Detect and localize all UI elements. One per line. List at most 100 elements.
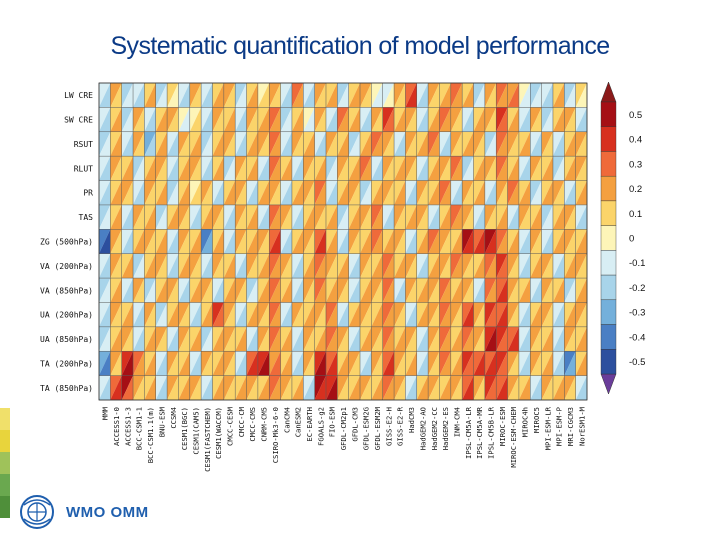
heatmap-cell-upper [360, 278, 372, 303]
heatmap-cell-upper [450, 375, 463, 400]
heatmap-cell-lower [99, 351, 111, 376]
heatmap-cell-upper [201, 156, 213, 181]
heatmap-cell-upper [325, 83, 338, 108]
heatmap-cell-upper [144, 375, 156, 400]
heatmap-cell-lower [382, 180, 395, 205]
heatmap-cell-upper [428, 302, 440, 327]
heatmap-cell-lower [439, 204, 451, 230]
heatmap-cell-upper [325, 253, 338, 279]
heatmap-cell-lower [178, 131, 190, 157]
colorbar-tick-label: 0.1 [629, 209, 642, 220]
heatmap-cell-upper [201, 204, 213, 230]
heatmap-cell-lower [167, 351, 179, 376]
heatmap-cell-upper [269, 302, 281, 327]
heatmap-cell-upper [564, 351, 576, 376]
heatmap-cell-upper [325, 156, 338, 181]
heatmap-cell-upper [212, 229, 224, 254]
heatmap-cell-upper [121, 278, 134, 303]
column-label: MIROC4h [521, 407, 530, 437]
heatmap-cell-lower [473, 131, 485, 157]
heatmap-cell-lower [530, 302, 542, 327]
column-label: CSIRO-Mk3-6-0 [271, 407, 280, 463]
heatmap-cell-upper [99, 204, 111, 230]
heatmap-cell-lower [246, 83, 258, 108]
heatmap-cell-upper [235, 278, 247, 303]
heatmap-cell-upper [269, 351, 281, 376]
heatmap-cell-upper [394, 253, 406, 279]
heatmap-cell-lower [235, 253, 247, 279]
heatmap-cell-upper [473, 156, 485, 181]
heatmap-cell-lower [291, 326, 304, 352]
heatmap-cell-upper [382, 375, 395, 400]
heatmap-cell-lower [314, 253, 326, 279]
heatmap-cell-lower [303, 83, 315, 108]
heatmap-cell-upper [201, 253, 213, 279]
heatmap-cell-upper [518, 253, 531, 279]
heatmap-cell-upper [405, 351, 417, 376]
heatmap-cell-lower [348, 107, 361, 132]
heatmap-cell-lower [439, 375, 451, 400]
heatmap-cell-lower [269, 229, 281, 254]
heatmap-cell-upper [325, 180, 338, 205]
heatmap-cell-lower [121, 107, 134, 132]
column-label: GFDL-ESM2G [362, 407, 371, 450]
heatmap-cell-lower [167, 180, 179, 205]
heatmap-cell-lower [337, 131, 349, 157]
heatmap-cell-upper [235, 204, 247, 230]
heatmap-cell-upper [155, 180, 168, 205]
heatmap-cell-upper [394, 351, 406, 376]
heatmap-cell-lower [269, 204, 281, 230]
heatmap-cell-lower [439, 253, 451, 279]
heatmap-cell-upper [541, 156, 553, 181]
heatmap-cell-upper [257, 302, 270, 327]
heatmap-cell-lower [280, 278, 292, 303]
heatmap-cell-lower [269, 83, 281, 108]
heatmap-cell-upper [314, 83, 326, 108]
heatmap-cell-lower [235, 229, 247, 254]
heatmap-cell-lower [303, 180, 315, 205]
column-label: CMCC-CMS [248, 407, 257, 442]
heatmap-cell-lower [314, 156, 326, 181]
heatmap-cell-upper [257, 351, 270, 376]
heatmap-cell-lower [507, 326, 519, 352]
colorbar-segment [600, 101, 617, 127]
heatmap-cell-lower [291, 278, 304, 303]
heatmap-cell-lower [314, 131, 326, 157]
heatmap-cell-upper [450, 326, 463, 352]
heatmap-cell-lower [564, 83, 576, 108]
heatmap-cell-lower [371, 83, 383, 108]
heatmap-cell-upper [496, 83, 508, 108]
heatmap-cell-lower [269, 351, 281, 376]
heatmap-cell-upper [507, 326, 519, 352]
heatmap-cell-upper [325, 302, 338, 327]
heatmap-cell-lower [291, 302, 304, 327]
heatmap-cell-lower [552, 156, 565, 181]
heatmap-cell-lower [178, 156, 190, 181]
heatmap-cell-lower [416, 156, 429, 181]
heatmap-cell-lower [394, 204, 406, 230]
row-label: PR [83, 189, 93, 198]
heatmap-cell-upper [280, 83, 292, 108]
heatmap-cell-lower [189, 204, 202, 230]
heatmap-cell-lower [507, 204, 519, 230]
heatmap-cell-lower [428, 180, 440, 205]
heatmap-cell-upper [518, 156, 531, 181]
heatmap-cell-lower [155, 375, 168, 400]
heatmap-cell-lower [484, 302, 497, 327]
heatmap-cell-lower [575, 253, 587, 279]
heatmap-cell-upper [314, 107, 326, 132]
wmo-emblem-icon [20, 495, 54, 529]
heatmap-cell-lower [450, 253, 463, 279]
column-label: CMCC-CESM [226, 406, 235, 446]
heatmap-cell-upper [507, 204, 519, 230]
heatmap-cell-upper [462, 107, 474, 132]
heatmap-cell-lower [428, 156, 440, 181]
heatmap-cell-upper [496, 351, 508, 376]
heatmap-cell-upper [507, 83, 519, 108]
heatmap-cell-lower [257, 253, 270, 279]
column-label: EC-EARTH [305, 407, 314, 442]
heatmap-cell-lower [303, 302, 315, 327]
heatmap-cell-lower [155, 302, 168, 327]
heatmap-cell-upper [178, 107, 190, 132]
heatmap-cell-lower [439, 302, 451, 327]
